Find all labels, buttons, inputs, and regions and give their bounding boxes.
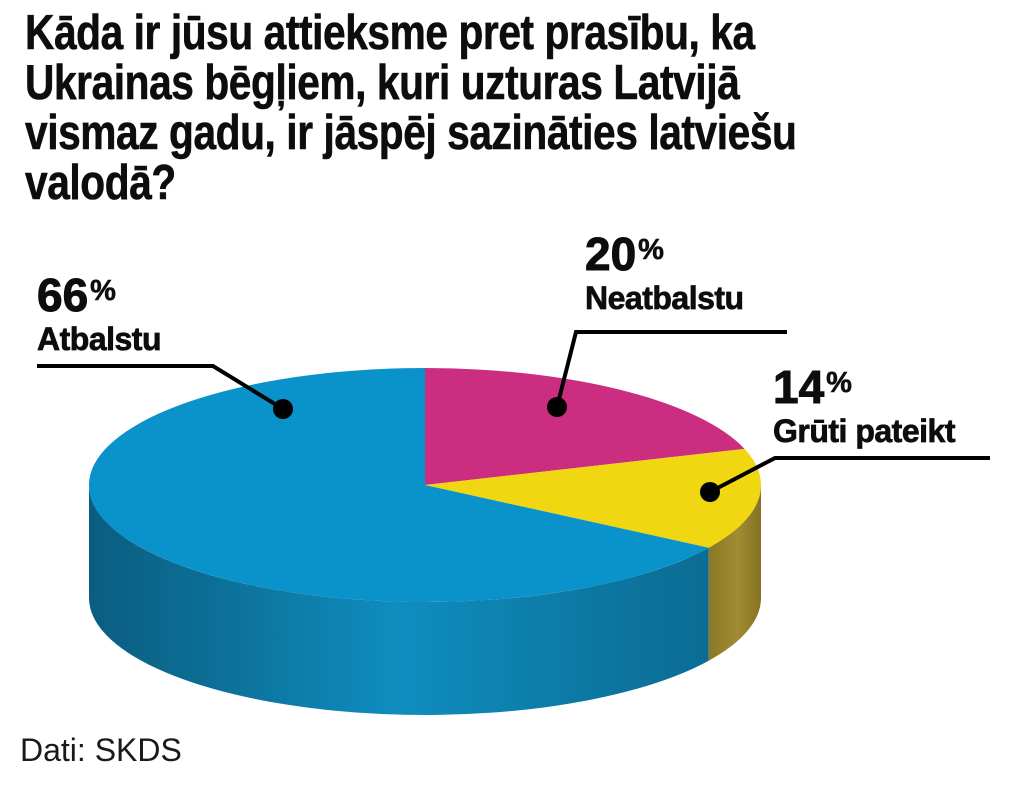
callout-label: Neatbalstu — [585, 280, 745, 316]
pie-slice-side-1 — [708, 485, 761, 661]
leader-line-neatbalstu — [555, 330, 787, 408]
chart-title-line-3: vismaz gadu, ir jāspēj sazināties latvie… — [25, 106, 797, 160]
callout-atbalstu: 66% Atbalstu — [36, 268, 162, 357]
leader-line-atbalstu — [37, 364, 285, 411]
callout-number: 14 — [772, 361, 825, 413]
source-credit: Dati: SKDS — [20, 732, 182, 768]
percent-sign: % — [638, 234, 664, 267]
callout-neatbalstu: 20% Neatbalstu — [584, 227, 745, 316]
chart-title-line-4: valodā? — [25, 156, 177, 210]
pie-slice-side-2 — [89, 485, 709, 715]
chart-title-line-2: Ukrainas bēgļiem, kuri uzturas Latvijā — [25, 56, 740, 110]
callout-dot-neatbalstu — [547, 397, 567, 417]
callout-value: 66% — [36, 268, 161, 321]
percent-sign: % — [90, 275, 116, 308]
callout-number: 20 — [584, 228, 637, 280]
callout-dot-gruti-pateikt — [700, 482, 720, 502]
callout-dot-atbalstu — [273, 399, 293, 419]
chart-title: Kāda ir jūsu attieksme pret prasību, ka … — [25, 6, 797, 210]
callout-label: Grūti pateikt — [773, 413, 956, 449]
leader-line-gruti-pateikt — [709, 456, 990, 494]
pie-slice-top-2 — [88, 368, 709, 602]
chart-title-line-1: Kāda ir jūsu attieksme pret prasību, ka — [25, 6, 756, 60]
callout-number: 66 — [36, 269, 89, 321]
callout-value: 14% — [772, 360, 955, 413]
percent-sign: % — [826, 367, 852, 400]
callout-label: Atbalstu — [37, 321, 162, 357]
pie-slice-top-1 — [425, 448, 762, 548]
pie-slice-top-0 — [425, 368, 745, 485]
callout-value: 20% — [584, 227, 744, 280]
callout-gruti-pateikt: 14% Grūti pateikt — [772, 360, 956, 449]
